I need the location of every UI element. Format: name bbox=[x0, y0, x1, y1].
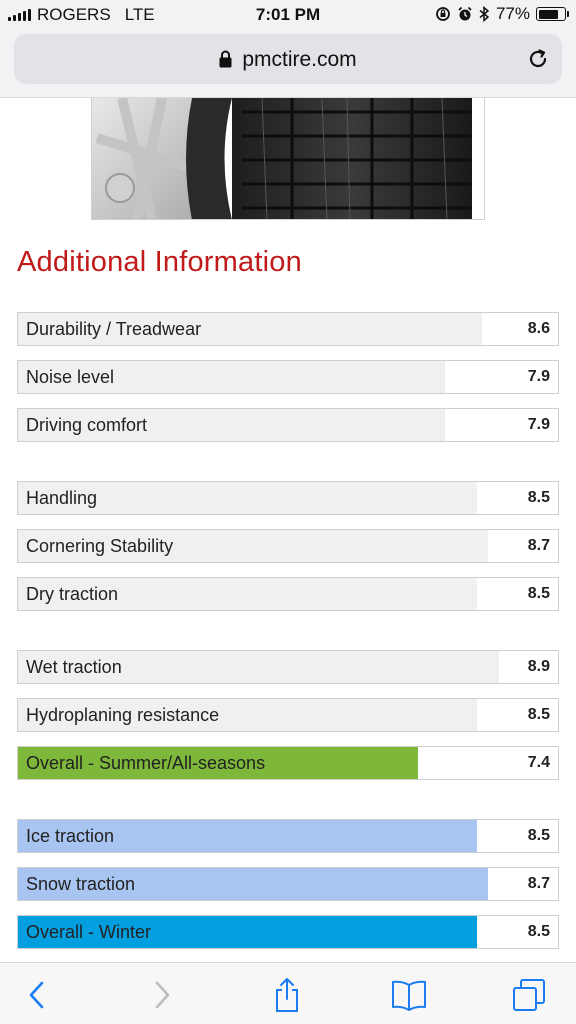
rating-value: 8.5 bbox=[527, 827, 550, 844]
rating-row: Cornering Stability 8.7 bbox=[17, 529, 559, 563]
carrier-name: ROGERS bbox=[37, 5, 111, 24]
rating-bar bbox=[18, 820, 477, 852]
alarm-icon bbox=[458, 6, 472, 21]
rating-bar bbox=[18, 699, 477, 731]
reload-icon[interactable] bbox=[526, 47, 550, 71]
browser-toolbar bbox=[0, 962, 576, 1024]
forward-button[interactable] bbox=[143, 977, 183, 1013]
rating-row: Wet traction 8.9 bbox=[17, 650, 559, 684]
status-left: ROGERS LTE bbox=[8, 5, 155, 25]
back-button[interactable] bbox=[16, 977, 56, 1013]
network-type: LTE bbox=[124, 5, 155, 24]
battery-percent: 77% bbox=[495, 4, 530, 23]
address-bar-content: pmctire.com bbox=[14, 48, 562, 72]
share-button[interactable] bbox=[267, 977, 307, 1013]
rating-label: Handling bbox=[26, 488, 98, 508]
section-title: Additional Information bbox=[17, 246, 302, 278]
rating-value: 8.7 bbox=[527, 537, 550, 554]
status-bar: ROGERS LTE 7:01 PM 77% bbox=[0, 0, 576, 30]
back-icon bbox=[29, 981, 44, 1009]
rating-value: 8.9 bbox=[527, 658, 550, 675]
rating-value: 8.5 bbox=[527, 489, 550, 506]
rating-row: Overall - Winter 8.5 bbox=[17, 915, 559, 949]
clock: 7:01 PM bbox=[255, 5, 321, 24]
rating-label: Dry traction bbox=[26, 584, 119, 604]
battery-level bbox=[538, 9, 558, 19]
rating-label: Noise level bbox=[26, 367, 115, 387]
tabs-button[interactable] bbox=[509, 977, 549, 1013]
rating-label: Snow traction bbox=[26, 874, 136, 894]
rating-label: Cornering Stability bbox=[26, 536, 174, 556]
bookmarks-icon bbox=[392, 980, 426, 1011]
rating-label: Wet traction bbox=[26, 657, 122, 677]
rating-bar bbox=[18, 868, 488, 900]
rating-row: Overall - Summer/All-seasons 7.4 bbox=[17, 746, 559, 780]
rating-value: 7.9 bbox=[527, 416, 550, 433]
page-content: Additional Information Durability / Trea… bbox=[0, 98, 576, 962]
rating-label: Ice traction bbox=[26, 826, 115, 846]
battery-icon bbox=[536, 7, 569, 21]
rating-bar bbox=[18, 651, 499, 683]
bluetooth-icon bbox=[479, 6, 490, 22]
browser-header: pmctire.com bbox=[0, 30, 576, 98]
rating-value: 8.7 bbox=[527, 875, 550, 892]
rating-bar bbox=[18, 916, 477, 948]
rating-bar bbox=[18, 409, 445, 441]
forward-icon bbox=[155, 981, 170, 1009]
rating-bar bbox=[18, 313, 482, 345]
rating-label: Overall - Winter bbox=[26, 922, 152, 942]
rating-label: Overall - Summer/All-seasons bbox=[26, 753, 266, 773]
rating-value: 8.5 bbox=[527, 706, 550, 723]
tabs-icon bbox=[513, 979, 545, 1011]
rating-row: Snow traction 8.7 bbox=[17, 867, 559, 901]
address-bar[interactable]: pmctire.com bbox=[14, 34, 562, 84]
rating-bar bbox=[18, 530, 488, 562]
rating-label: Driving comfort bbox=[26, 415, 148, 435]
rating-row: Durability / Treadwear 8.6 bbox=[17, 312, 559, 346]
rotation-lock-icon bbox=[436, 7, 450, 21]
rating-bar bbox=[18, 578, 477, 610]
rating-bar bbox=[18, 747, 418, 779]
share-icon bbox=[276, 978, 298, 1012]
rating-row: Driving comfort 7.9 bbox=[17, 408, 559, 442]
rating-value: 8.5 bbox=[527, 923, 550, 940]
url-text: pmctire.com bbox=[242, 48, 357, 71]
rating-label: Durability / Treadwear bbox=[26, 319, 202, 339]
rating-bar bbox=[18, 482, 477, 514]
bookmarks-button[interactable] bbox=[389, 977, 429, 1013]
rating-label: Hydroplaning resistance bbox=[26, 705, 220, 725]
rating-value: 7.9 bbox=[527, 368, 550, 385]
rating-value: 8.5 bbox=[527, 585, 550, 602]
signal-icon bbox=[8, 9, 31, 21]
lock-icon bbox=[219, 50, 232, 68]
tire-image bbox=[91, 98, 485, 220]
rating-row: Ice traction 8.5 bbox=[17, 819, 559, 853]
rating-row: Noise level 7.9 bbox=[17, 360, 559, 394]
rating-row: Handling 8.5 bbox=[17, 481, 559, 515]
tire-photo bbox=[92, 98, 484, 219]
rating-value: 8.6 bbox=[527, 320, 550, 337]
rating-bar bbox=[18, 361, 445, 393]
status-right: 77% bbox=[435, 4, 569, 24]
rating-row: Hydroplaning resistance 8.5 bbox=[17, 698, 559, 732]
rating-row: Dry traction 8.5 bbox=[17, 577, 559, 611]
rating-value: 7.4 bbox=[527, 754, 550, 771]
